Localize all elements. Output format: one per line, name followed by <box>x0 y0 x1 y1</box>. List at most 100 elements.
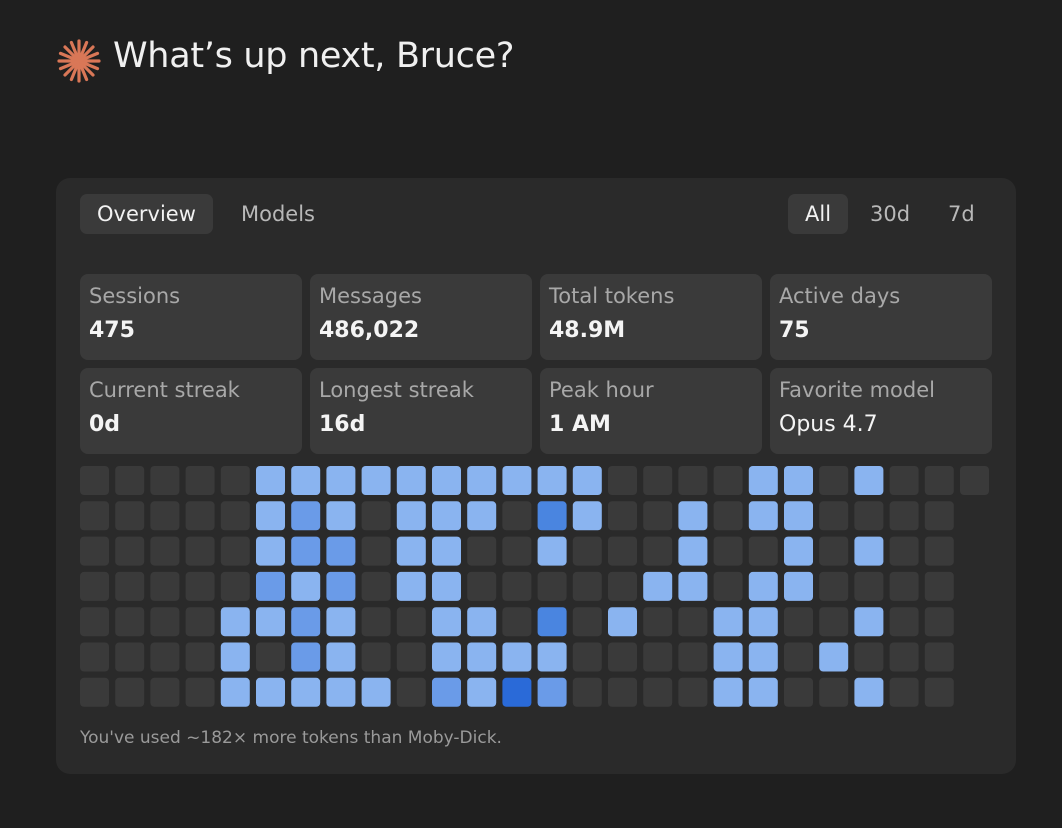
heatmap-cell <box>784 677 813 707</box>
heatmap-cell <box>748 536 778 566</box>
heatmap-cell <box>819 466 849 495</box>
stat-label: Peak hour <box>549 378 654 402</box>
heatmap-cell <box>819 677 849 707</box>
heatmap-cell <box>537 642 567 672</box>
heatmap-cell <box>678 536 708 566</box>
heatmap-cell <box>608 571 637 601</box>
heatmap-cell <box>150 642 180 672</box>
stat-value: 16d <box>319 412 366 437</box>
tab[interactable]: Overview <box>80 194 213 234</box>
heatmap-cell <box>467 501 497 531</box>
heatmap-cell <box>361 571 391 601</box>
heatmap-cell <box>256 501 285 531</box>
heatmap-cell <box>115 607 145 637</box>
heatmap-cell <box>432 642 461 672</box>
heatmap-cell <box>220 536 250 566</box>
heatmap-cell <box>924 607 954 637</box>
heatmap-cell <box>115 501 145 531</box>
heatmap-cell <box>185 642 215 672</box>
heatmap-cell <box>432 571 461 601</box>
heatmap-cell <box>608 536 637 566</box>
heatmap-cell <box>150 501 180 531</box>
heatmap-cell <box>502 642 532 672</box>
heatmap-cell <box>537 607 567 637</box>
heatmap-cell <box>396 466 426 495</box>
range-tab[interactable]: 7d <box>948 202 975 226</box>
stat-card: Peak hour 1 AM <box>540 368 762 454</box>
heatmap-cell <box>854 642 884 672</box>
heatmap-cell <box>784 536 813 566</box>
heatmap-cell <box>643 571 673 601</box>
heatmap-cell <box>678 466 708 495</box>
heatmap-cell <box>819 501 849 531</box>
range-tab[interactable]: All <box>788 194 849 234</box>
heatmap-cell <box>220 642 250 672</box>
stat-value: 1 AM <box>549 412 611 437</box>
heatmap-cell <box>256 571 285 601</box>
heatmap-cell <box>361 466 391 495</box>
heatmap-cell <box>608 466 637 495</box>
stat-value: 486,022 <box>319 318 420 343</box>
heatmap-cell <box>361 642 391 672</box>
heatmap-cell <box>854 677 884 707</box>
heatmap-cell <box>80 536 109 566</box>
heatmap-cell <box>748 607 778 637</box>
heatmap-cell <box>291 677 321 707</box>
heatmap-cell <box>256 466 285 495</box>
heatmap-cell <box>502 536 532 566</box>
heatmap-cell <box>960 466 989 495</box>
heatmap-cell <box>361 501 391 531</box>
range-tab[interactable]: 30d <box>870 202 911 226</box>
heatmap-cell <box>502 571 532 601</box>
heatmap-cell <box>115 536 145 566</box>
heatmap-cell <box>678 501 708 531</box>
heatmap-cell <box>854 536 884 566</box>
heatmap-cell <box>396 642 426 672</box>
heatmap-cell <box>396 571 426 601</box>
heatmap-cell <box>256 607 285 637</box>
heatmap-cell <box>220 501 250 531</box>
heatmap-cell <box>396 501 426 531</box>
logo <box>57 39 101 83</box>
heatmap-cell <box>713 501 743 531</box>
heatmap-cell <box>220 607 250 637</box>
heatmap-cell <box>713 607 743 637</box>
stat-value: 475 <box>89 318 135 343</box>
heatmap-cell <box>185 536 215 566</box>
stat-card: Longest streak 16d <box>310 368 532 454</box>
stat-label: Active days <box>779 284 901 308</box>
heatmap-cell <box>854 571 884 601</box>
heatmap-cell <box>537 677 567 707</box>
heatmap-cell <box>678 607 708 637</box>
heatmap-cell <box>115 571 145 601</box>
heatmap-cell <box>467 677 497 707</box>
heatmap-cell <box>220 466 250 495</box>
heatmap-cell <box>572 571 602 601</box>
heatmap-cell <box>572 536 602 566</box>
heatmap-cell <box>784 642 813 672</box>
heatmap-cell <box>819 536 849 566</box>
heatmap-cell <box>396 536 426 566</box>
heatmap-cell <box>256 642 285 672</box>
heatmap-cell <box>115 677 145 707</box>
heatmap-cell <box>643 677 673 707</box>
heatmap-cell <box>572 677 602 707</box>
heatmap-cell <box>537 571 567 601</box>
stat-label: Messages <box>319 284 422 308</box>
heatmap-cell <box>678 571 708 601</box>
tab[interactable]: Models <box>241 202 315 226</box>
heatmap-cell <box>326 501 356 531</box>
heatmap-cell <box>80 642 109 672</box>
heatmap-cell <box>361 677 391 707</box>
heatmap-cell <box>889 642 919 672</box>
stat-card: Active days 75 <box>770 274 992 360</box>
heatmap-cell <box>326 571 356 601</box>
heatmap-cell <box>889 677 919 707</box>
heatmap-cell <box>185 466 215 495</box>
heatmap-cell <box>185 607 215 637</box>
heatmap-cell <box>572 607 602 637</box>
heatmap-cell <box>256 677 285 707</box>
stat-card: Favorite model Opus 4.7 <box>770 368 992 454</box>
heatmap-cell <box>150 677 180 707</box>
heatmap-cell <box>924 677 954 707</box>
